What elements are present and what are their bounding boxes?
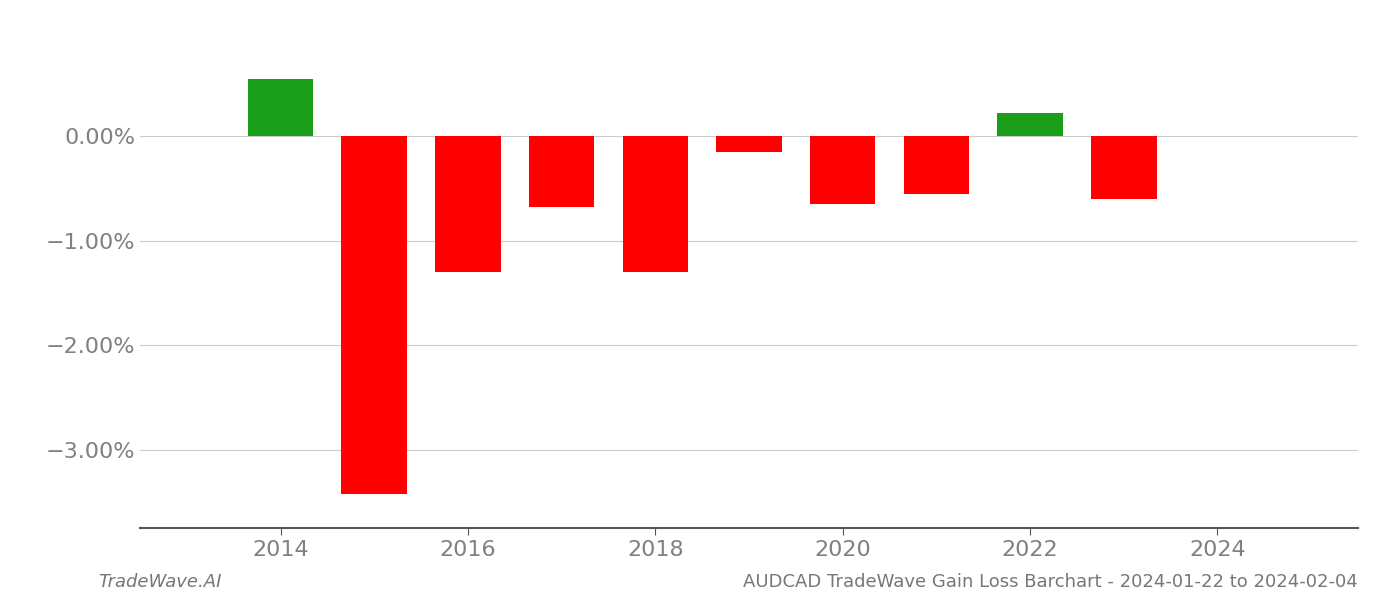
Bar bbox=[997, 113, 1063, 136]
Bar bbox=[435, 136, 501, 272]
Bar bbox=[809, 136, 875, 204]
Bar bbox=[903, 136, 969, 194]
Bar bbox=[717, 136, 781, 152]
Bar bbox=[342, 136, 407, 494]
Text: AUDCAD TradeWave Gain Loss Barchart - 2024-01-22 to 2024-02-04: AUDCAD TradeWave Gain Loss Barchart - 20… bbox=[743, 573, 1358, 591]
Text: TradeWave.AI: TradeWave.AI bbox=[98, 573, 221, 591]
Bar bbox=[529, 136, 595, 207]
Bar bbox=[1091, 136, 1156, 199]
Bar bbox=[623, 136, 687, 272]
Bar bbox=[248, 79, 314, 136]
